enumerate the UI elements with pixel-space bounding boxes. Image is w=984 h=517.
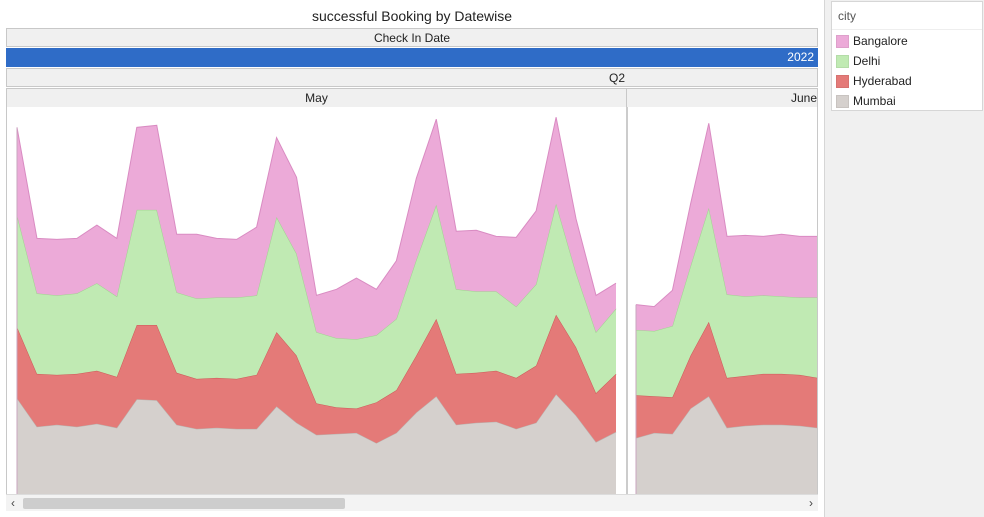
panel-may bbox=[16, 117, 617, 494]
legend-label: Mumbai bbox=[853, 94, 896, 108]
legend-label: Hyderabad bbox=[853, 74, 912, 88]
month-header-row: May June bbox=[6, 88, 818, 108]
legend-item-bangalore[interactable]: Bangalore bbox=[835, 32, 981, 50]
area-mumbai-may[interactable] bbox=[17, 394, 616, 494]
edge-bangalore-may bbox=[16, 117, 617, 297]
area-bangalore-may[interactable] bbox=[17, 117, 616, 340]
area-delhi-june[interactable] bbox=[636, 207, 818, 398]
horizontal-scrollbar[interactable]: ‹ › bbox=[6, 494, 818, 511]
legend-label: Delhi bbox=[853, 54, 881, 68]
scrollbar-thumb[interactable] bbox=[23, 498, 345, 509]
legend-item-mumbai[interactable]: Mumbai bbox=[835, 92, 981, 110]
area-chart bbox=[16, 107, 818, 494]
area-hyderabad-may[interactable] bbox=[17, 314, 616, 444]
area-delhi-may[interactable] bbox=[17, 203, 616, 409]
legend-item-delhi[interactable]: Delhi bbox=[835, 52, 981, 70]
legend-swatch bbox=[836, 35, 849, 48]
chart-title: successful Booking by Datewise bbox=[312, 8, 512, 24]
check-in-date-header: Check In Date bbox=[6, 28, 818, 47]
chevron-left-icon[interactable]: ‹ bbox=[11, 496, 15, 510]
area-hyderabad-june[interactable] bbox=[636, 321, 818, 438]
year-header[interactable]: 2022 bbox=[6, 48, 818, 67]
legend: city Bangalore Delhi Hyderabad Mumbai bbox=[831, 1, 983, 111]
plot-area bbox=[6, 107, 818, 494]
month-header-may[interactable]: May bbox=[6, 88, 627, 108]
legend-item-hyderabad[interactable]: Hyderabad bbox=[835, 72, 981, 90]
month-header-june[interactable]: June bbox=[626, 88, 818, 108]
legend-title: city bbox=[838, 9, 856, 23]
edge-bangalore-june bbox=[635, 123, 817, 308]
area-bangalore-june[interactable] bbox=[636, 123, 818, 332]
panel-june bbox=[635, 123, 818, 494]
area-mumbai-june[interactable] bbox=[636, 396, 818, 494]
chevron-right-icon[interactable]: › bbox=[809, 496, 813, 510]
legend-label: Bangalore bbox=[853, 34, 908, 48]
legend-swatch bbox=[836, 95, 849, 108]
legend-divider bbox=[832, 29, 982, 30]
quarter-header[interactable]: Q2 bbox=[6, 68, 818, 87]
legend-swatch bbox=[836, 55, 849, 68]
legend-swatch bbox=[836, 75, 849, 88]
